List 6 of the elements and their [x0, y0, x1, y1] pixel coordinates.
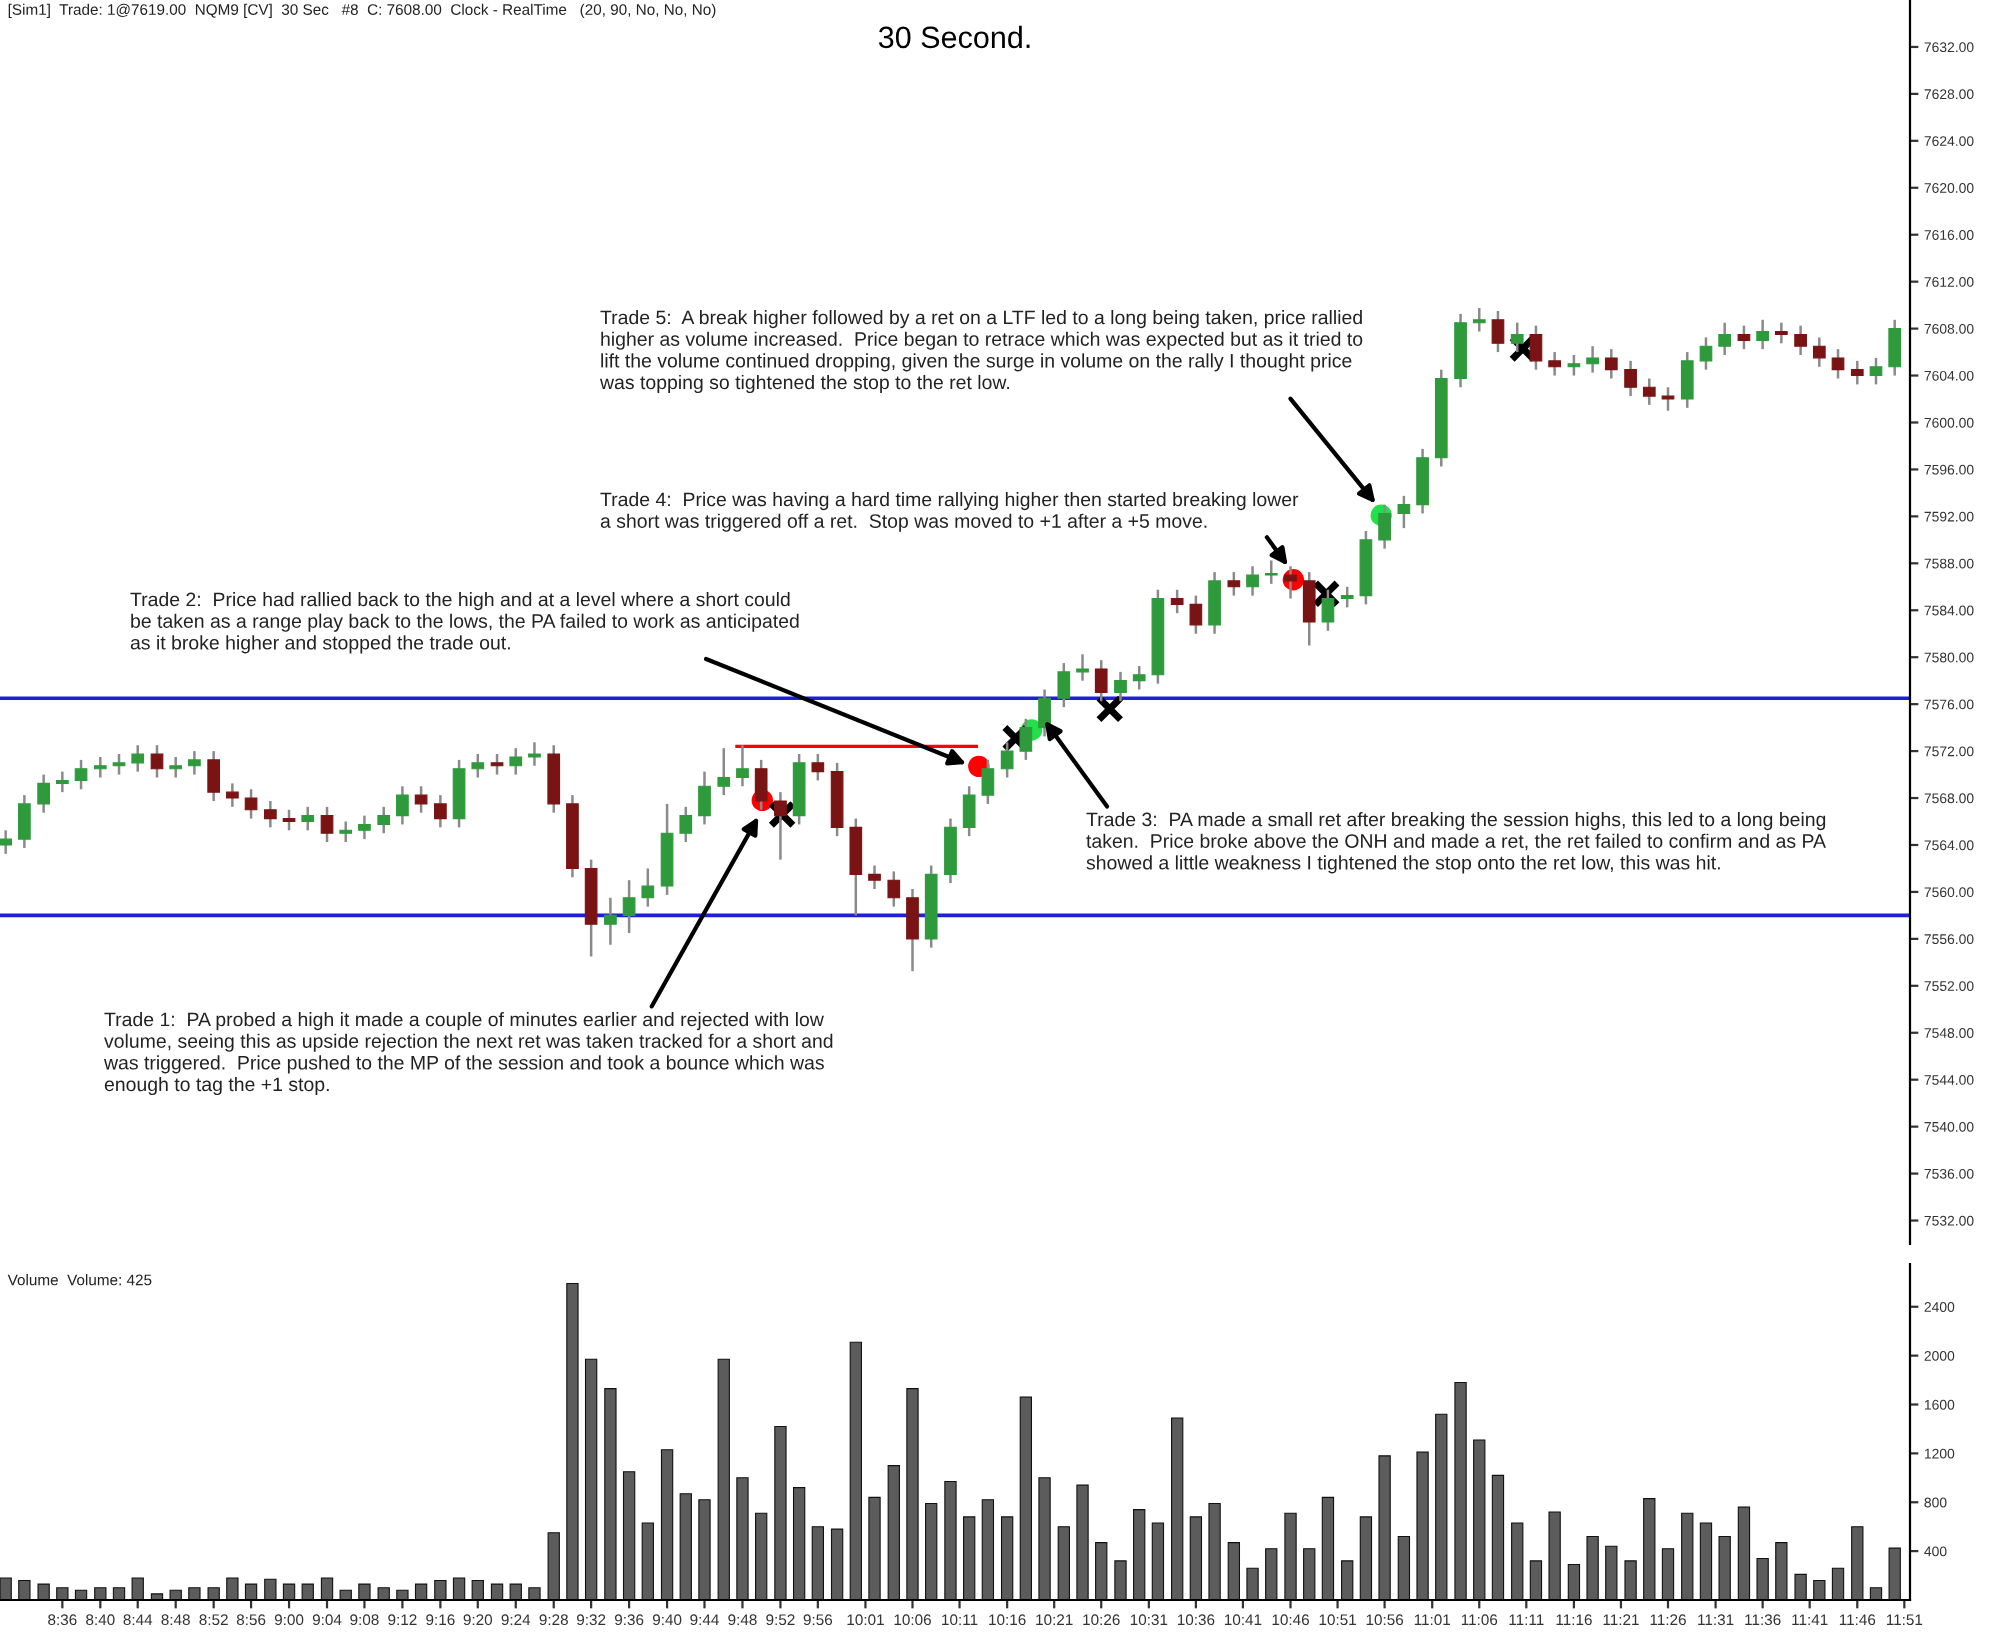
annotation: Trade 2: Price had rallied back to the high and at a level where a short could be taken as a range play back to the lows, the PA failed to work as anticipated as it broke higher and stopped the trade out.	[130, 592, 799, 654]
annotation: Trade 4: Price was having a hard time rallying higher then started breaking lower a short was triggered off a ret. Stop was moved to +1 after a +5 move.	[600, 492, 1299, 532]
annotation: Trade 1: PA probed a high it made a couple of minutes earlier and rejected with low volume, seeing this as upside rejection the next ret was taken tracked for a short and was triggered. Price pushed to the MP of the session and took a bounce which was enough to tag the +1 stop.	[103, 1012, 833, 1096]
annotation: Trade 3: PA made a small ret after breaking the session highs, this led to a long being taken. Price broke above the ONH and made a ret, the ret failed to confirm and as PA showed a little weakness I tightened the stop onto the ret low, this was hit.	[1086, 812, 1826, 874]
annotation: Trade 5: A break higher followed by a ret on a LTF led to a long being taken, price rallied higher as volume increased. Price began to retrace which was expected but as it tried to lift the volume continued dropping, given the surge in volume on the rally I thought price was topping so tightened the stop to the ret low.	[599, 310, 1363, 394]
text: 30 Second.	[878, 25, 1030, 49]
